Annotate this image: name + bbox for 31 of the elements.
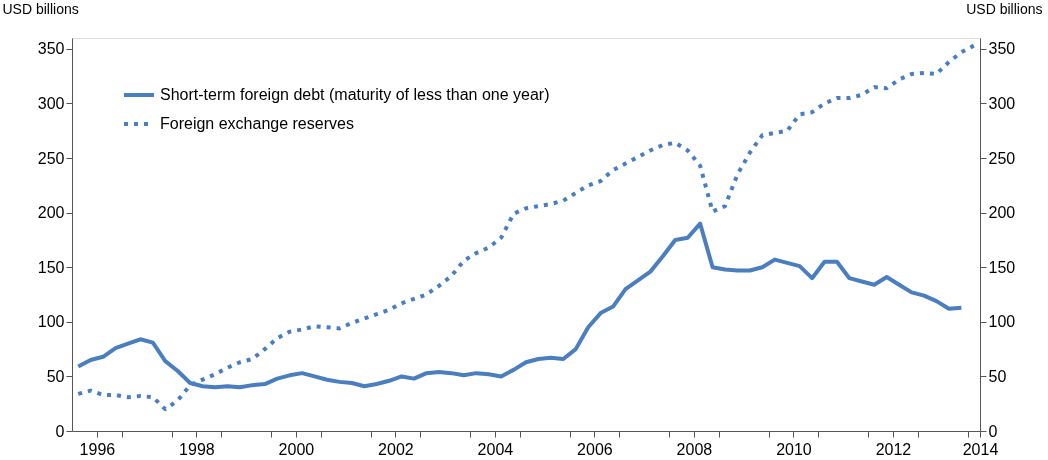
y-tick-label: 150: [37, 258, 65, 276]
y-axis-title: USD billions: [2, 0, 79, 17]
y-tick-label: 50: [46, 367, 65, 385]
x-tick-label: 2012: [875, 440, 912, 458]
y2-tick-label: 100: [988, 313, 1016, 331]
x-tick-label: 1996: [79, 440, 116, 458]
y2-tick-label: 300: [988, 95, 1016, 112]
x-tick-label: 2004: [477, 440, 514, 458]
y2-tick-label: 250: [988, 149, 1016, 167]
x-tick-label: 2008: [676, 440, 713, 458]
y2-tick-label: 150: [988, 258, 1016, 276]
x-tick-label: 1998: [179, 440, 215, 458]
y-tick-label: 0: [55, 422, 65, 440]
y-tick-label: 300: [37, 95, 65, 112]
y-tick-label: 200: [37, 204, 65, 222]
legend-label: Short-term foreign debt (maturity of less than one year): [160, 86, 550, 103]
x-tick-label: 2014: [962, 440, 999, 458]
line-series: [76, 43, 976, 412]
y2-tick-label: 200: [988, 204, 1016, 222]
y-tick-label: 100: [37, 313, 65, 331]
y2-axis-title: USD billions: [966, 0, 1043, 17]
x-tick-label: 2010: [776, 440, 812, 458]
legend-label: Foreign exchange reserves: [160, 115, 354, 132]
x-tick-label: 2000: [278, 440, 315, 458]
y-tick-label: 250: [37, 149, 65, 167]
y-tick-label: 350: [37, 40, 65, 58]
y2-tick-label: 0: [988, 422, 998, 440]
y2-tick-label: 350: [988, 40, 1016, 58]
x-tick-label: 2006: [577, 440, 613, 458]
y2-tick-label: 50: [988, 367, 1007, 385]
x-tick-label: 2002: [378, 440, 414, 458]
